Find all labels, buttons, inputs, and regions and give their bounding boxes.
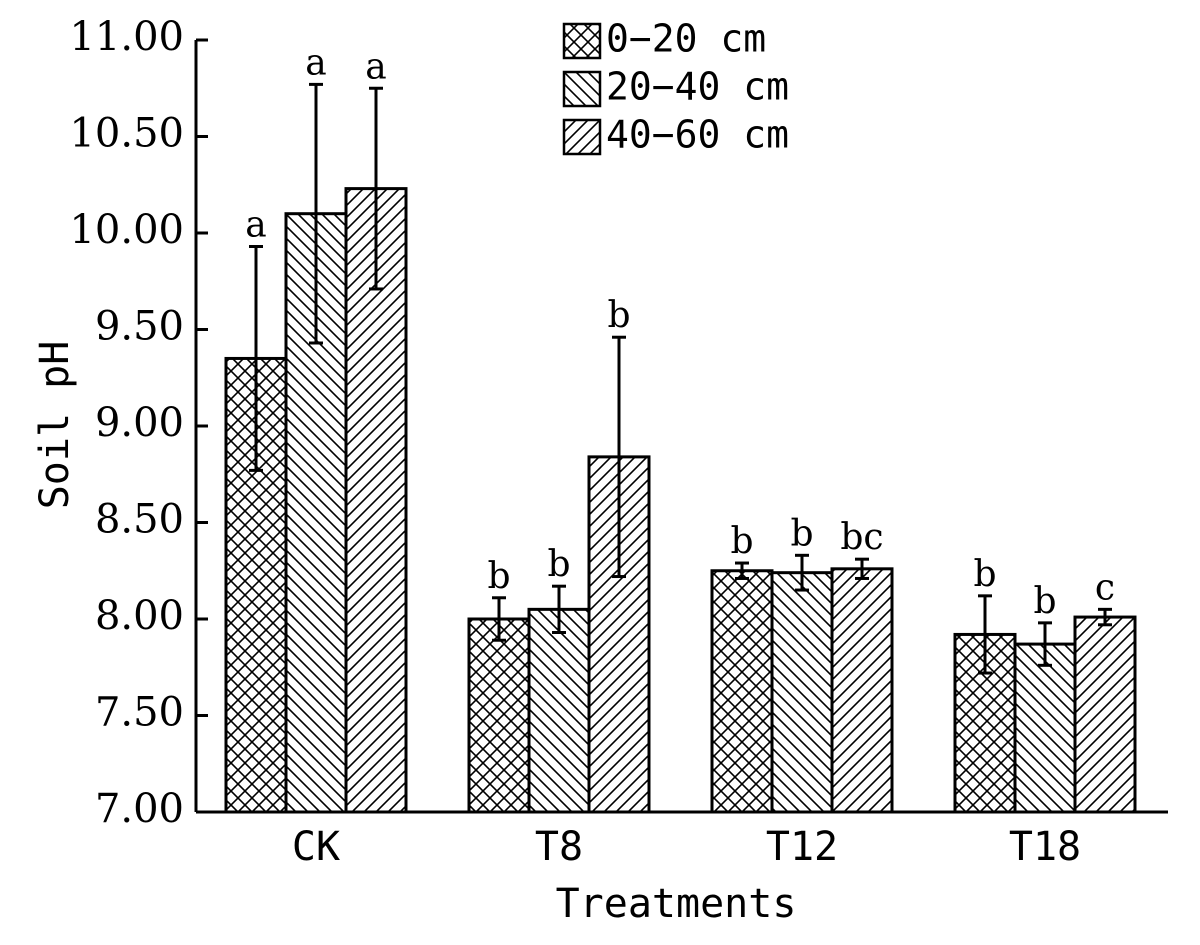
- bar: [770, 571, 834, 814]
- significance-label: b: [1033, 581, 1056, 622]
- x-tick-label: CK: [292, 824, 340, 870]
- legend-swatch: [562, 118, 602, 156]
- x-tick-label: T12: [766, 824, 838, 870]
- bar: [710, 569, 774, 814]
- bar: [527, 607, 591, 814]
- significance-label: a: [245, 205, 266, 246]
- significance-label: a: [365, 46, 386, 87]
- significance-label: b: [547, 544, 570, 585]
- y-tick-label: 8.00: [95, 593, 184, 639]
- significance-label: b: [790, 513, 813, 554]
- y-tick-label: 7.00: [95, 786, 184, 832]
- y-tick-label: 9.00: [95, 400, 184, 446]
- y-tick-label: 10.00: [69, 207, 184, 253]
- bar: [830, 567, 894, 814]
- y-ticks: 7.00 7.50 8.00 8.50 9.00 9.50 10.00 10.50 11.00: [69, 14, 208, 832]
- legend-label: 20−40 cm: [606, 65, 789, 109]
- legend-label: 0−20 cm: [606, 17, 766, 61]
- x-tick-label: T18: [1009, 824, 1081, 870]
- y-tick-label: 9.50: [95, 304, 184, 350]
- bar: [1073, 615, 1137, 814]
- y-tick-label: 8.50: [95, 497, 184, 543]
- legend-label: 40−60 cm: [606, 113, 789, 157]
- significance-label: b: [487, 556, 510, 597]
- legend-swatch: [562, 70, 602, 108]
- significance-label: b: [730, 521, 753, 562]
- significance-label: c: [1095, 567, 1115, 608]
- x-labels: CK T8 T12 T18: [292, 824, 1081, 870]
- x-axis-title: Treatments: [556, 881, 797, 927]
- bar: [467, 617, 531, 814]
- legend-swatch: [562, 22, 602, 60]
- significance-label: a: [305, 42, 326, 83]
- bar: [344, 187, 408, 814]
- y-axis-title: Soil pH: [32, 341, 78, 510]
- significance-label: b: [607, 295, 630, 336]
- significance-label: b: [973, 554, 996, 595]
- y-tick-label: 10.50: [69, 111, 184, 157]
- x-tick-label: T8: [535, 824, 583, 870]
- y-tick-label: 11.00: [69, 14, 184, 60]
- y-tick-label: 7.50: [95, 690, 184, 736]
- significance-label: bc: [840, 517, 883, 558]
- bar: [1013, 642, 1077, 814]
